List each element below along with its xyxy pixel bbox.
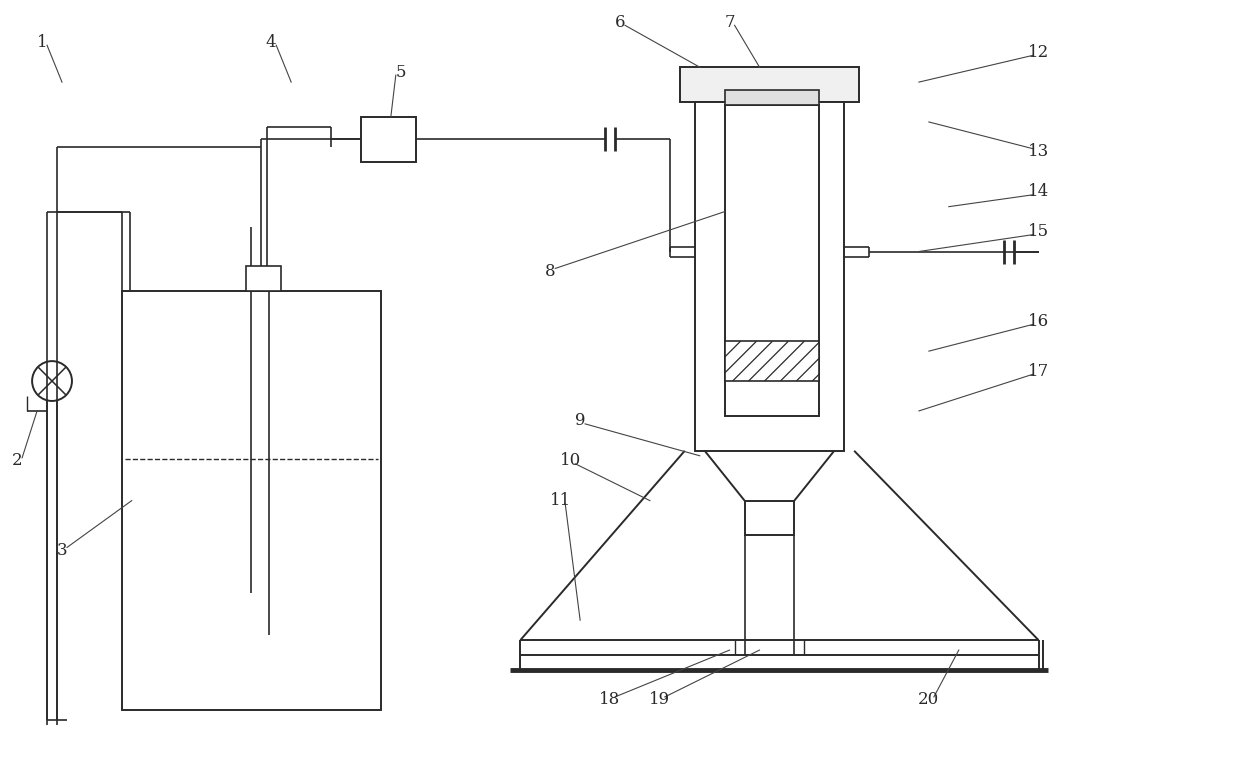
Bar: [247, 266, 281, 291]
Text: 10: 10: [559, 452, 580, 469]
Text: 15: 15: [1028, 223, 1049, 240]
Text: 13: 13: [1028, 144, 1049, 160]
Text: 11: 11: [549, 492, 570, 509]
Text: 17: 17: [1028, 362, 1049, 380]
Text: 7: 7: [724, 14, 735, 30]
Text: 2: 2: [12, 452, 22, 469]
Text: 8: 8: [544, 263, 556, 280]
Text: 20: 20: [919, 691, 940, 708]
Text: 12: 12: [1028, 44, 1049, 61]
Text: 16: 16: [1028, 312, 1049, 330]
Text: 14: 14: [1028, 184, 1049, 200]
Text: 6: 6: [615, 14, 625, 30]
Bar: [122, 291, 381, 710]
Bar: [361, 117, 415, 162]
Text: 18: 18: [599, 691, 621, 708]
Text: 1: 1: [37, 34, 47, 51]
Bar: [724, 341, 820, 381]
Bar: [724, 105, 820, 416]
Text: 19: 19: [650, 691, 671, 708]
Bar: [724, 90, 820, 105]
Text: 5: 5: [396, 63, 405, 80]
Text: 9: 9: [575, 412, 585, 430]
Bar: [680, 67, 859, 102]
Text: 4: 4: [265, 34, 277, 51]
Bar: [744, 501, 795, 536]
Bar: [694, 102, 844, 451]
Text: 3: 3: [57, 542, 67, 559]
